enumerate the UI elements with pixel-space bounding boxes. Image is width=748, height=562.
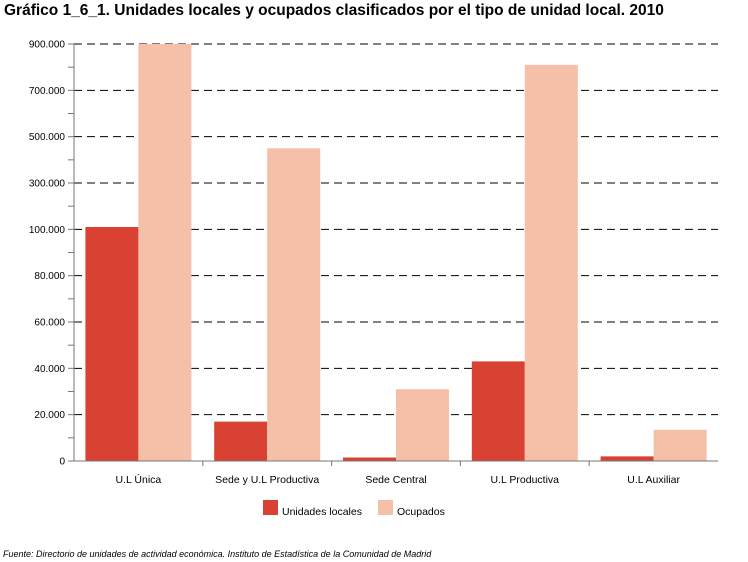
y-tick-label: 40.000 xyxy=(34,364,65,375)
bar-ocupados xyxy=(267,148,321,461)
bar-unidades-locales xyxy=(600,456,654,461)
bar-unidades-locales xyxy=(471,361,525,461)
y-tick-label: 60.000 xyxy=(34,318,65,329)
y-tick-label: 20.000 xyxy=(34,410,65,421)
bar-ocupados xyxy=(524,64,578,461)
y-tick-label: 700.000 xyxy=(29,86,66,97)
y-tick-label: 80.000 xyxy=(34,271,65,282)
chart-title: Gráfico 1_6_1. Unidades locales y ocupad… xyxy=(4,2,664,19)
bars xyxy=(85,44,707,461)
x-category-label: Sede Central xyxy=(365,474,426,486)
x-category-label: Sede y U.L Productiva xyxy=(215,474,319,486)
bar-ocupados xyxy=(653,429,707,461)
y-tick-label: 900.000 xyxy=(29,40,66,51)
y-tick-label: 300.000 xyxy=(29,179,66,190)
legend: Unidades locales Ocupados xyxy=(263,500,445,518)
source-note: Fuente: Directorio de unidades de activi… xyxy=(3,549,432,559)
legend-label: Unidades locales xyxy=(282,506,362,518)
y-tick-label: 100.000 xyxy=(29,225,66,236)
bar-unidades-locales xyxy=(214,421,268,461)
legend-swatch-ocupados xyxy=(378,500,393,515)
legend-swatch-unidades-locales xyxy=(263,500,278,515)
y-tick-label: 500.000 xyxy=(29,132,66,143)
bar-ocupados xyxy=(396,389,449,461)
axes: 0 20.000 40.000 60.000 80.000 100.000 300.000 5… xyxy=(29,40,718,486)
bar-unidades-locales xyxy=(343,457,396,461)
bar-unidades-locales xyxy=(85,227,139,461)
y-tick-label: 0 xyxy=(59,457,65,468)
legend-label: Ocupados xyxy=(397,506,445,518)
x-category-label: U.L Única xyxy=(116,473,162,486)
bar-ocupados xyxy=(138,44,192,461)
x-category-label: U.L Productiva xyxy=(491,474,560,486)
x-category-label: U.L Auxiliar xyxy=(627,474,680,486)
